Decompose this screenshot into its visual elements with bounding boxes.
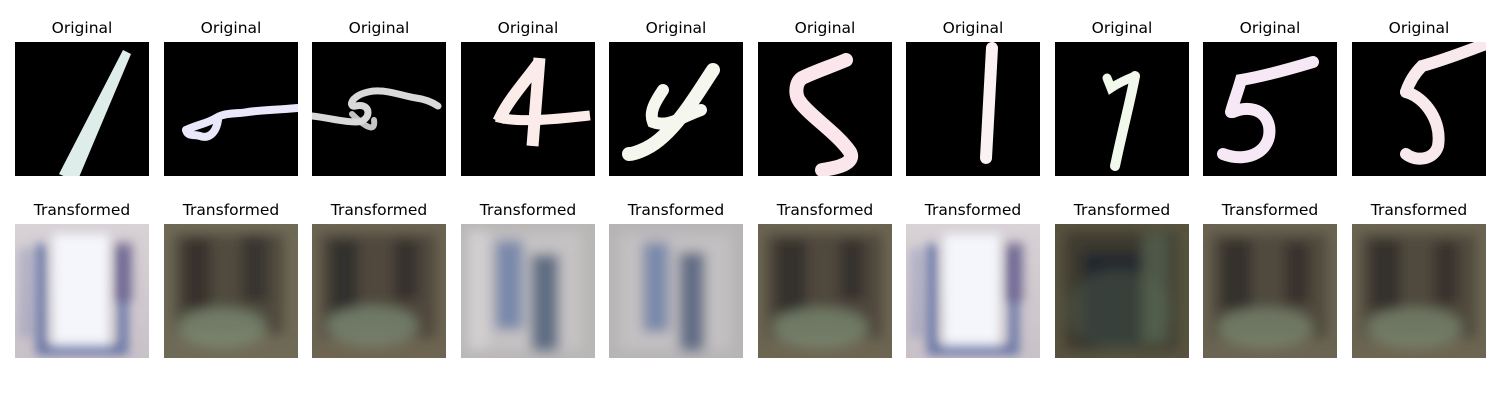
original-digit-image — [758, 42, 892, 176]
original-digit-image — [461, 42, 595, 176]
original-digit-image — [1055, 42, 1189, 176]
transformed-image — [312, 224, 446, 358]
original-digit-image — [1203, 42, 1337, 176]
panel-caption: Original — [1091, 19, 1153, 37]
digit-1-image — [906, 42, 1040, 176]
blurred-u-image — [906, 224, 1040, 358]
digit-5-image — [758, 42, 892, 176]
panel-caption: Original — [200, 19, 262, 37]
blurred-dark-image — [312, 224, 446, 358]
original-digit-image — [15, 42, 149, 176]
panel-caption: Original — [794, 19, 856, 37]
panel-caption: Transformed — [776, 201, 874, 219]
transformed-image — [1203, 224, 1337, 358]
blurred-dark-image — [1352, 224, 1486, 358]
digit-4-image — [609, 42, 743, 176]
transformed-image — [1352, 224, 1486, 358]
digit-5-image — [164, 42, 298, 176]
original-digit-image — [906, 42, 1040, 176]
blurred-grey-image — [461, 224, 595, 358]
original-digit-image — [609, 42, 743, 176]
panel-caption: Transformed — [182, 201, 280, 219]
panel-caption: Original — [51, 19, 113, 37]
panel-caption: Transformed — [1370, 201, 1468, 219]
panel-caption: Transformed — [479, 201, 577, 219]
blurred-grey-image — [609, 224, 743, 358]
transformed-image — [758, 224, 892, 358]
panel-caption: Transformed — [924, 201, 1022, 219]
original-digit-image — [312, 42, 446, 176]
panel-caption: Transformed — [1221, 201, 1319, 219]
panel-caption: Original — [1388, 19, 1450, 37]
panel-caption: Original — [942, 19, 1004, 37]
panel-caption: Transformed — [33, 201, 131, 219]
transformed-image — [164, 224, 298, 358]
digit-4-image — [461, 42, 595, 176]
digit-5-image — [1352, 42, 1486, 176]
transformed-image — [461, 224, 595, 358]
digit-7-image — [1055, 42, 1189, 176]
panel-caption: Original — [1239, 19, 1301, 37]
transformed-image — [1055, 224, 1189, 358]
transformed-image — [609, 224, 743, 358]
blurred-dark-image — [758, 224, 892, 358]
panel-caption: Transformed — [330, 201, 428, 219]
blurred-dark-image — [164, 224, 298, 358]
panel-caption: Original — [497, 19, 559, 37]
original-digit-image — [1352, 42, 1486, 176]
blurred-dark-image — [1203, 224, 1337, 358]
panel-caption: Transformed — [627, 201, 725, 219]
digit-1-image — [15, 42, 149, 176]
panel-caption: Original — [645, 19, 707, 37]
transformed-image — [906, 224, 1040, 358]
panel-caption: Original — [348, 19, 410, 37]
transformed-image — [15, 224, 149, 358]
digit-5-image — [1203, 42, 1337, 176]
digit-5-image — [312, 42, 446, 176]
blurred-u-image — [15, 224, 149, 358]
panel-caption: Transformed — [1073, 201, 1171, 219]
original-digit-image — [164, 42, 298, 176]
blurred-dark-image — [1055, 224, 1189, 358]
